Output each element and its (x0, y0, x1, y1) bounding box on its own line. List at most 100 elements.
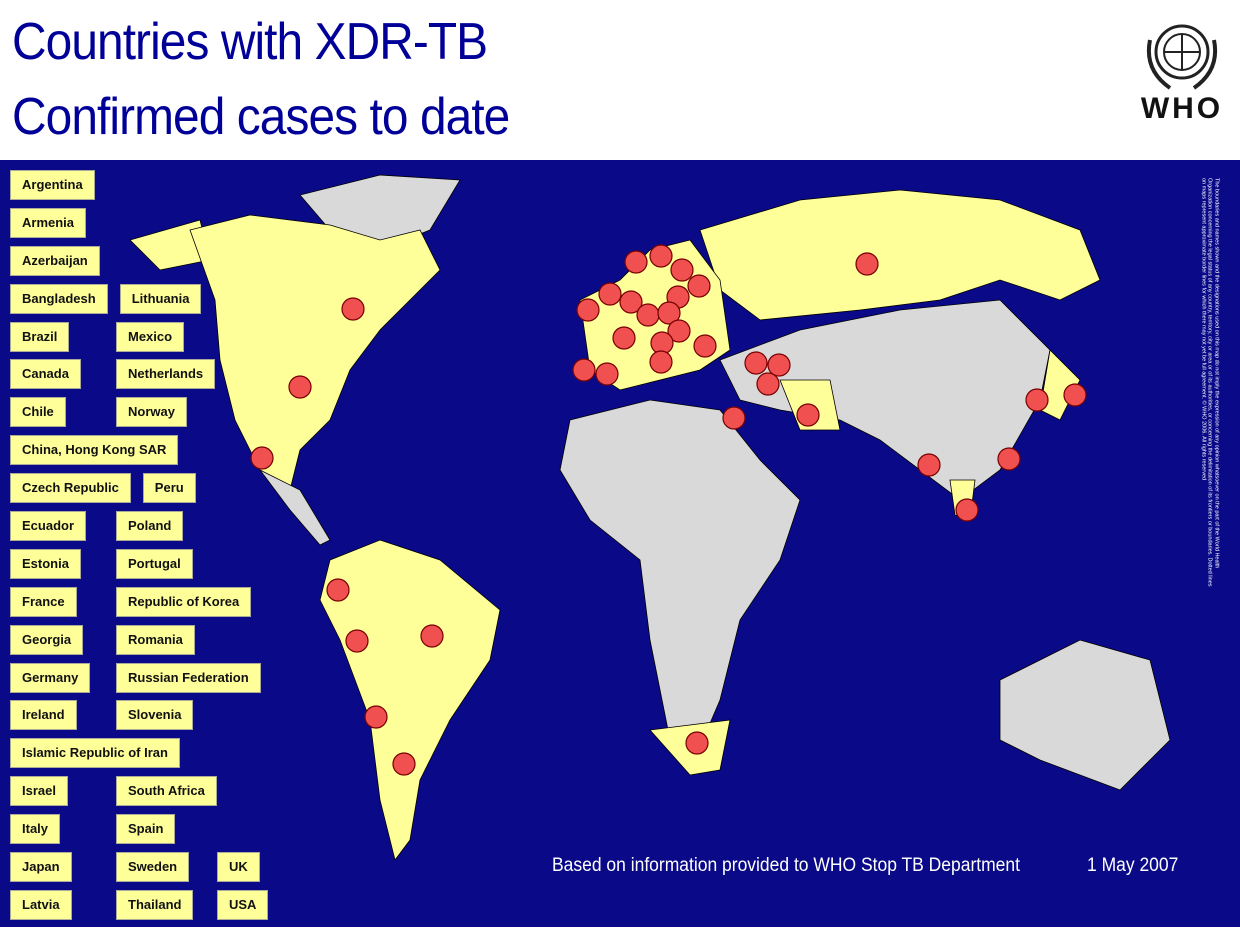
country-label: China, Hong Kong SAR (10, 435, 179, 466)
country-label: Ireland (10, 700, 77, 731)
legend-slot: Estonia (10, 548, 116, 579)
legend-slot: Latvia (10, 889, 116, 920)
legend-row: Chile Norway (10, 397, 323, 428)
country-label: Chile (10, 397, 66, 428)
legend-slot: Mexico (116, 321, 217, 352)
legend-row: Azerbaijan (10, 245, 323, 276)
country-label: Japan (10, 852, 72, 883)
legend-row: Japan Sweden UK (10, 852, 323, 883)
country-label: Argentina (10, 170, 95, 200)
title-line: Confirmed cases to date (12, 88, 510, 146)
case-markers (250, 244, 1087, 776)
title-line: Countries with XDR-TB (12, 13, 488, 71)
legend-slot: Germany (10, 662, 116, 693)
country-label: Italy (10, 814, 61, 845)
legend-row: Canada Netherlands (10, 359, 323, 390)
legend-row: Bangladesh Lithuania (10, 283, 323, 314)
country-label: Russian Federation (116, 662, 261, 693)
legend-row: Islamic Republic of Iran (10, 738, 323, 769)
legend-row: Ireland Slovenia (10, 700, 323, 731)
legend-row: Brazil Mexico (10, 321, 323, 352)
country-label: Poland (116, 511, 184, 542)
country-label: Israel (10, 776, 68, 807)
legend-slot: Portugal (116, 548, 217, 579)
disclaimer: The boundaries and names shown and the d… (1200, 178, 1220, 587)
country-label: Ecuador (10, 511, 87, 542)
legend-slot: France (10, 586, 116, 617)
legend-slot: Italy (10, 814, 116, 845)
country-label: Bangladesh (10, 283, 108, 314)
country-label: Sweden (116, 852, 190, 883)
country-label: Georgia (10, 624, 84, 655)
country-label: Czech Republic (10, 473, 131, 504)
legend-row: Latvia Thailand USA (10, 889, 323, 920)
legend-slot: Chile (10, 397, 116, 428)
country-label: Brazil (10, 321, 70, 352)
legend-slot: Georgia (10, 624, 116, 655)
legend-row: Italy Spain (10, 814, 323, 845)
legend-slot: Spain (116, 814, 217, 845)
legend-row: Germany Russian Federation (10, 662, 323, 693)
country-label: Thailand (116, 889, 194, 920)
logo-text: WHO (1141, 92, 1223, 125)
country-label: France (10, 586, 77, 617)
who-logo: WHO (1141, 24, 1223, 125)
legend-slot: China, Hong Kong SAR (10, 435, 190, 466)
legend-slot: Bangladesh (10, 283, 120, 314)
legend-row: Armenia (10, 207, 323, 238)
legend-slot: Canada (10, 359, 116, 390)
legend-slot: Ireland (10, 700, 116, 731)
country-label: Portugal (116, 548, 193, 579)
legend-row: Ecuador Poland (10, 511, 323, 542)
legend-row: Argentina (10, 170, 323, 200)
legend-slot: Sweden (116, 852, 217, 883)
legend-slot: Israel (10, 776, 116, 807)
country-label: Germany (10, 662, 91, 693)
legend-slot: Japan (10, 852, 116, 883)
legend-slot: Thailand (116, 889, 217, 920)
date: 1 May 2007 (1087, 855, 1179, 876)
legend-slot: Norway (116, 397, 217, 428)
country-label: Canada (10, 359, 81, 390)
country-label: Netherlands (116, 359, 216, 390)
country-label: Republic of Korea (116, 586, 252, 617)
legend-slot: Islamic Republic of Iran (10, 738, 192, 769)
legend-slot: Peru (142, 473, 244, 504)
legend-row: Czech Republic Peru (10, 473, 323, 504)
legend-slot: Slovenia (116, 700, 217, 731)
country-label: Azerbaijan (10, 245, 100, 276)
country-label: Romania (116, 624, 195, 655)
country-label: South Africa (116, 776, 217, 807)
legend-slot: Azerbaijan (10, 245, 116, 276)
legend-row: Israel South Africa (10, 776, 323, 807)
country-label: Spain (116, 814, 176, 845)
legend-slot: Lithuania (119, 283, 221, 314)
country-label: USA (217, 889, 269, 920)
legend-row: Estonia Portugal (10, 548, 323, 579)
legend-slot: Romania (116, 624, 217, 655)
legend-row: China, Hong Kong SAR (10, 435, 323, 466)
country-label: Estonia (10, 548, 81, 579)
legend-slot: Poland (116, 511, 217, 542)
country-label: Slovenia (116, 700, 194, 731)
legend-slot: South Africa (116, 776, 229, 807)
legend-slot: UK (217, 852, 323, 883)
legend-slot: Armenia (10, 207, 116, 238)
legend-slot: Czech Republic (10, 473, 143, 504)
legend-row: Georgia Romania (10, 624, 323, 655)
country-label: Lithuania (119, 283, 202, 314)
country-label: Armenia (10, 207, 87, 238)
legend-slot: Argentina (10, 170, 116, 200)
country-label: Norway (116, 397, 187, 428)
legend-slot: Brazil (10, 321, 116, 352)
country-label: UK (217, 852, 260, 883)
legend-slot: USA (217, 889, 323, 920)
country-label: Latvia (10, 889, 72, 920)
legend-row: France Republic of Korea (10, 586, 323, 617)
legend-slot: Netherlands (116, 359, 227, 390)
legend-slot: Russian Federation (116, 662, 273, 693)
country-label: Peru (142, 473, 196, 504)
country-list: Argentina Armenia Azerbaijan Bangladesh Lith… (10, 170, 323, 928)
source-note: Based on information provided to WHO Sto… (552, 855, 1020, 876)
